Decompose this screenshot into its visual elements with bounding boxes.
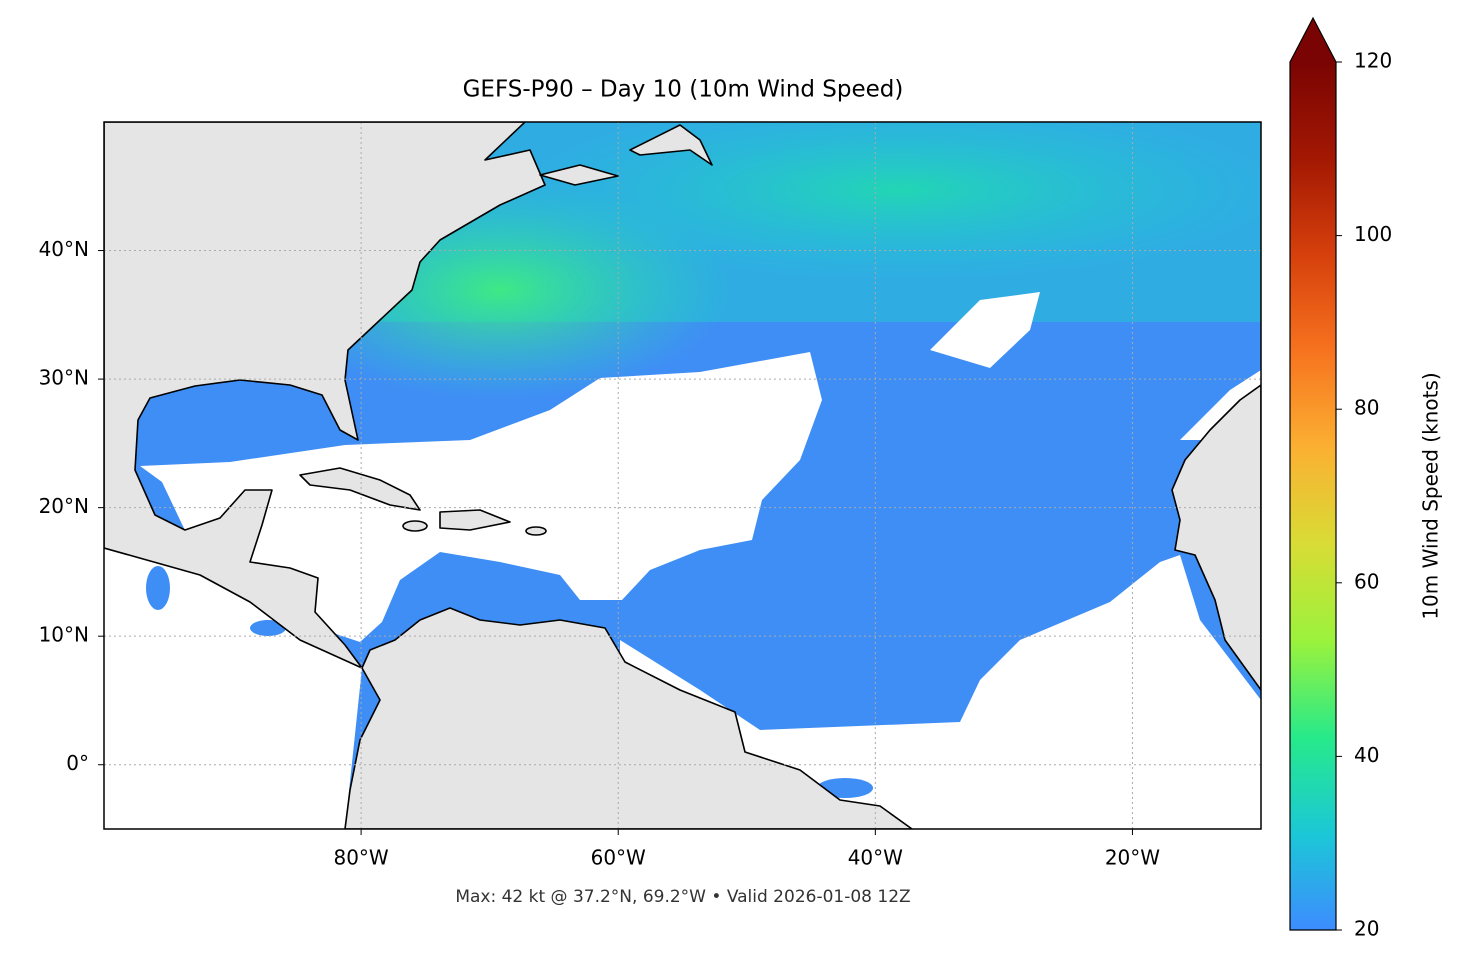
colorbar-tick-label: 80 — [1354, 396, 1379, 420]
y-tick-label: 20°N — [39, 494, 89, 518]
colorbar-label: 10m Wind Speed (knots) — [1419, 372, 1443, 619]
y-tick-label: 40°N — [39, 237, 89, 261]
map-frame — [103, 121, 1262, 830]
x-tick-label: 40°W — [848, 846, 903, 870]
colorbar-tick-label: 20 — [1354, 917, 1379, 941]
y-tick-label: 10°N — [39, 623, 89, 647]
calm-area — [620, 555, 1261, 829]
x-tick-label: 80°W — [333, 846, 388, 870]
puerto-rico — [525, 526, 547, 536]
colorbar-extend — [1290, 18, 1336, 62]
y-tick-label: 30°N — [39, 366, 89, 390]
x-tick-label: 20°W — [1105, 846, 1160, 870]
x-tick-label: 60°W — [591, 846, 646, 870]
colorbar-tick-label: 120 — [1354, 49, 1392, 73]
y-tick-label: 0° — [66, 751, 89, 775]
colorbar-outline — [1289, 16, 1337, 931]
map-note: Max: 42 kt @ 37.2°N, 69.2°W • Valid 2026… — [455, 887, 910, 907]
jamaica — [402, 520, 428, 532]
newfoundland — [629, 124, 713, 166]
colorbar — [1290, 62, 1336, 930]
calm-area — [930, 292, 1040, 368]
colorbar-tick-label: 60 — [1354, 569, 1379, 593]
wind-field — [520, 122, 1261, 280]
hispaniola — [439, 509, 511, 531]
calm-area — [104, 548, 362, 829]
colorbar-tick-label: 100 — [1354, 222, 1392, 246]
colorbar-tick-label: 40 — [1354, 743, 1379, 767]
map-title: GEFS-P90 – Day 10 (10m Wind Speed) — [463, 77, 904, 103]
africa — [1171, 384, 1261, 691]
nova-scotia — [539, 164, 619, 186]
wind-field — [250, 620, 286, 636]
cuba — [299, 467, 421, 511]
calm-area — [140, 352, 822, 642]
map-area — [104, 122, 1261, 829]
wind-field — [146, 566, 170, 610]
north-central-america — [104, 122, 913, 829]
